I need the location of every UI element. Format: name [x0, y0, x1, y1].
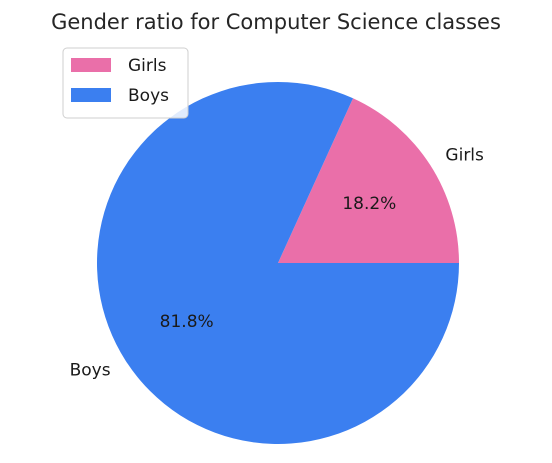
percent-label-boys: 81.8% — [160, 312, 214, 332]
pie-slice-boys — [97, 82, 460, 445]
legend-label-girls: Girls — [128, 56, 167, 76]
pie-labels: Girls 18.2% Boys 81.8% — [70, 145, 484, 380]
slice-label-boys: Boys — [70, 361, 111, 381]
pie-slice-girls — [278, 98, 459, 264]
legend: Girls Boys — [62, 47, 189, 119]
pie-slices — [97, 82, 460, 445]
legend-swatch-girls — [71, 58, 111, 72]
legend-swatch-boys — [71, 88, 111, 102]
percent-label-girls: 18.2% — [342, 194, 396, 214]
legend-label-boys: Boys — [128, 86, 169, 106]
chart-title: Gender ratio for Computer Science classe… — [51, 10, 501, 34]
slice-label-girls: Girls — [445, 145, 484, 165]
